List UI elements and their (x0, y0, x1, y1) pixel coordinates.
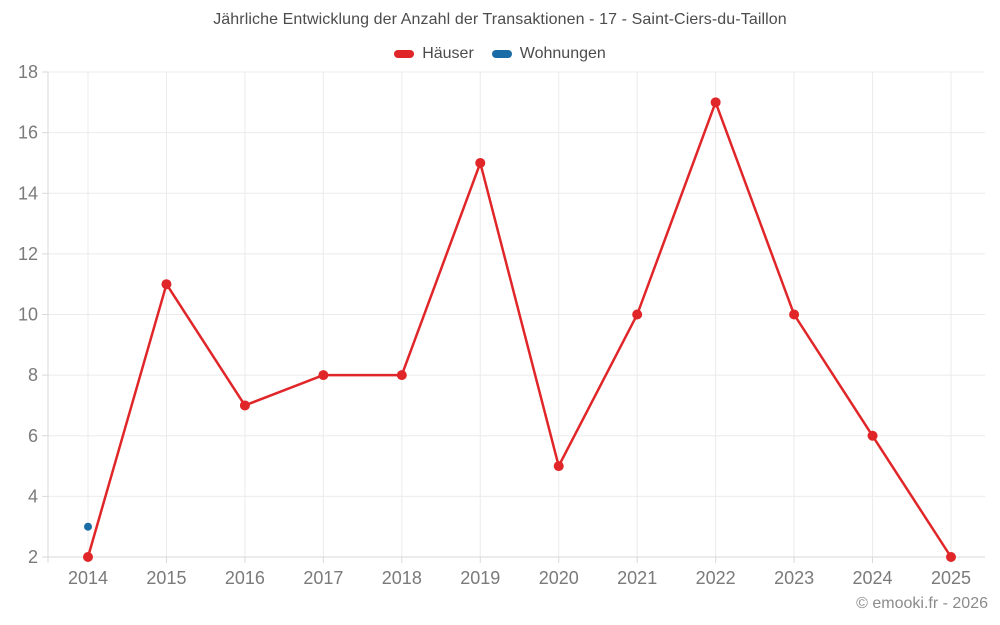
x-axis-label: 2015 (146, 568, 186, 588)
data-point-hauser (396, 370, 407, 381)
data-point-hauser (867, 430, 878, 441)
data-point-hauser (475, 157, 486, 168)
data-point-hauser (710, 97, 721, 108)
y-axis-label: 12 (18, 244, 38, 264)
hauser-series-color-icon (394, 50, 415, 58)
data-point-hauser (239, 400, 250, 411)
y-axis-label: 4 (28, 486, 38, 506)
y-axis-label: 8 (28, 365, 38, 385)
x-axis-label: 2019 (460, 568, 500, 588)
chart-title: Jährliche Entwicklung der Anzahl der Tra… (213, 11, 787, 28)
data-point-hauser (789, 309, 800, 320)
data-point-hauser (83, 552, 93, 562)
x-axis-label: 2020 (539, 568, 579, 588)
y-axis-label: 6 (28, 426, 38, 446)
legend-label-wohnungen: Wohnungen (519, 45, 606, 62)
data-point-hauser (632, 309, 643, 320)
x-axis-label: 2014 (68, 568, 108, 588)
x-axis-label: 2021 (617, 568, 657, 588)
y-axis-label: 14 (18, 183, 38, 203)
wohnungen-series-color-icon (491, 50, 512, 58)
x-axis-label: 2024 (853, 568, 893, 588)
series-line-hauser (86, 101, 953, 559)
legend-label-hauser: Häuser (422, 45, 474, 62)
x-axis-label: 2018 (382, 568, 422, 588)
y-axis-label: 18 (18, 62, 38, 82)
y-axis-label: 10 (18, 305, 38, 325)
data-point-hauser (553, 461, 564, 472)
x-axis-label: 2022 (696, 568, 736, 588)
legend: Häuser Wohnungen (0, 45, 1000, 63)
legend-item-hauser[interactable]: Häuser (394, 45, 474, 63)
data-point-hauser (946, 552, 956, 562)
data-point-wohnungen (84, 522, 92, 531)
x-axis-label: 2023 (774, 568, 814, 588)
data-point-hauser (318, 370, 329, 381)
y-axis-label: 16 (18, 123, 38, 143)
x-axis-label: 2025 (931, 568, 971, 588)
copyright-text: © emooki.fr - 2026 (856, 595, 988, 612)
y-axis-label: 2 (28, 547, 38, 567)
x-axis-label: 2017 (303, 568, 343, 588)
x-axis-label: 2016 (225, 568, 265, 588)
legend-item-wohnungen[interactable]: Wohnungen (491, 45, 606, 63)
data-point-hauser (161, 279, 172, 290)
